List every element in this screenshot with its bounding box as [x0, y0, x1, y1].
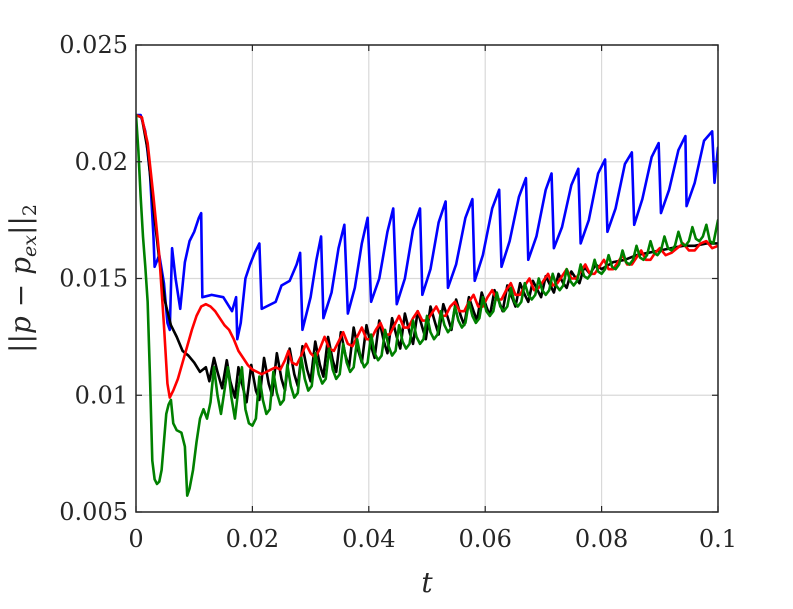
y-tick-label: 0.01 — [75, 381, 128, 409]
y-label-norm-open: || — [4, 334, 37, 353]
y-label-var-p-exact: p — [4, 257, 37, 275]
series-line-3 — [136, 113, 718, 399]
x-axis-label: t — [421, 566, 433, 599]
y-tick-label: 0.02 — [75, 148, 128, 176]
x-tick-label: 0.06 — [458, 525, 511, 553]
y-label-var-p: p — [4, 316, 37, 334]
y-tick-label: 0.015 — [59, 265, 128, 293]
x-tick-label: 0 — [128, 525, 143, 553]
y-label-subscript-2: 2 — [19, 204, 41, 216]
series-layer — [136, 113, 718, 497]
series-line-1 — [136, 113, 718, 341]
x-tick-label: 0.04 — [342, 525, 395, 553]
y-label-norm-close: || — [4, 216, 37, 235]
x-tick-label: 0.1 — [699, 525, 737, 553]
y-tick-label: 0.025 — [59, 31, 128, 59]
y-tick-label: 0.005 — [59, 498, 128, 526]
x-tick-label: 0.02 — [226, 525, 279, 553]
y-axis-label: ||p − pex||2 — [4, 204, 41, 353]
x-tick-labels: 0 0.02 0.04 0.06 0.08 0.1 — [128, 525, 737, 553]
y-tick-labels: 0.005 0.01 0.015 0.02 0.025 — [59, 31, 128, 526]
y-label-subscript-ex: ex — [19, 235, 41, 257]
axis-ticks — [135, 44, 719, 513]
y-label-minus: − — [4, 275, 37, 316]
series-line-4 — [136, 113, 718, 497]
x-tick-label: 0.08 — [575, 525, 628, 553]
